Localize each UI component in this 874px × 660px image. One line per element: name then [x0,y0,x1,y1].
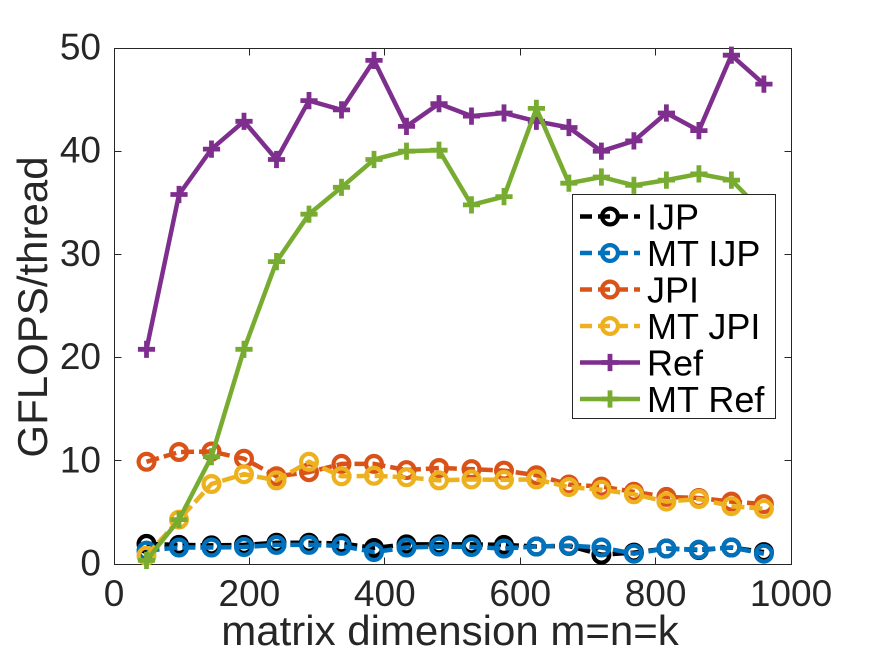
svg-text:400: 400 [354,573,416,614]
svg-text:MT Ref: MT Ref [647,379,765,420]
svg-text:0: 0 [104,573,125,614]
svg-text:50: 50 [60,27,101,68]
svg-text:200: 200 [219,573,281,614]
svg-text:MT IJP: MT IJP [647,233,760,274]
svg-text:matrix dimension m=n=k: matrix dimension m=n=k [221,607,680,654]
svg-text:MT JPI: MT JPI [647,306,760,347]
svg-text:30: 30 [60,233,101,274]
svg-text:GFLOPS/thread: GFLOPS/thread [9,156,56,457]
svg-text:JPI: JPI [647,270,699,311]
svg-text:20: 20 [60,336,101,377]
svg-text:IJP: IJP [647,197,699,238]
svg-text:600: 600 [489,573,551,614]
svg-text:1000: 1000 [750,573,832,614]
svg-text:Ref: Ref [647,343,704,384]
svg-text:40: 40 [60,130,101,171]
svg-text:10: 10 [60,439,101,480]
svg-text:0: 0 [80,543,101,584]
svg-text:800: 800 [625,573,687,614]
